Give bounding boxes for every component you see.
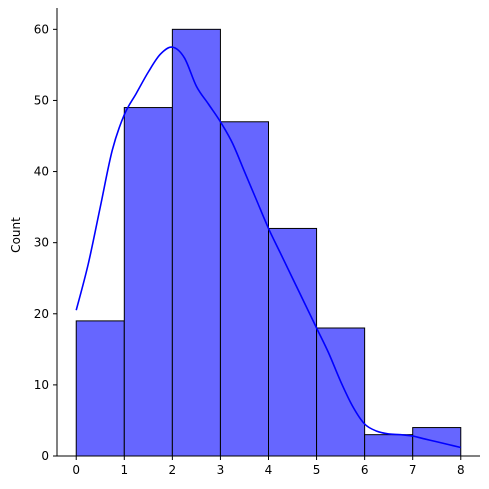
y-tick-label: 0	[41, 449, 49, 463]
histogram-bar-1	[123, 107, 173, 457]
y-axis-label: Count	[9, 217, 23, 253]
x-tick-label: 4	[265, 463, 273, 477]
y-tick-label: 50	[34, 93, 49, 107]
x-tick-label: 0	[72, 463, 80, 477]
y-tick-label: 30	[34, 236, 49, 250]
histogram-bar-4	[268, 227, 318, 457]
y-tick-label: 40	[34, 165, 49, 179]
y-tick-label: 10	[34, 378, 49, 392]
x-tick-label: 2	[169, 463, 177, 477]
y-tick-label: 20	[34, 307, 49, 321]
x-tick-label: 6	[361, 463, 369, 477]
x-axis-ticks: 0 1 2 3 4 5 6 7 8	[72, 456, 465, 477]
kde-curve	[75, 46, 461, 449]
histogram-bar-2	[171, 28, 221, 457]
x-tick-label: 7	[409, 463, 417, 477]
histogram-bar-6	[364, 434, 414, 457]
histogram-bar-0	[75, 320, 125, 457]
x-tick-label: 8	[457, 463, 465, 477]
x-tick-label: 3	[217, 463, 225, 477]
histogram-bar-3	[219, 121, 270, 457]
y-axis-ticks: 0 10 20 30 40 50 60	[34, 22, 57, 463]
x-tick-label: 1	[120, 463, 128, 477]
histogram-bar-5	[316, 327, 366, 457]
x-tick-label: 5	[313, 463, 321, 477]
histogram-bars	[75, 28, 462, 457]
y-tick-label: 60	[34, 22, 49, 36]
